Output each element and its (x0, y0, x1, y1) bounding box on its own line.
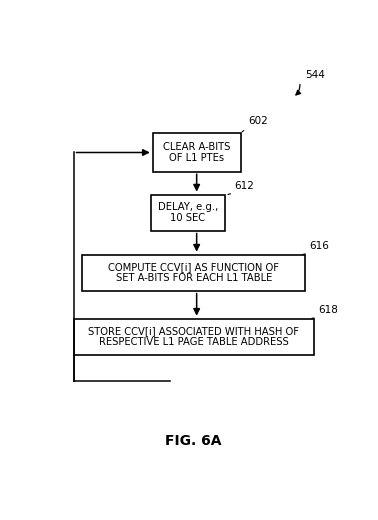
FancyBboxPatch shape (74, 319, 314, 355)
Text: 602: 602 (248, 116, 268, 126)
FancyBboxPatch shape (153, 134, 240, 172)
Text: FIG. 6A: FIG. 6A (166, 434, 222, 448)
Text: STORE CCV[i] ASSOCIATED WITH HASH OF
RESPECTIVE L1 PAGE TABLE ADDRESS: STORE CCV[i] ASSOCIATED WITH HASH OF RES… (88, 326, 299, 347)
Text: 616: 616 (310, 241, 329, 251)
FancyBboxPatch shape (82, 255, 305, 291)
Text: CLEAR A-BITS
OF L1 PTEs: CLEAR A-BITS OF L1 PTEs (163, 141, 230, 163)
Text: 612: 612 (235, 181, 255, 191)
Text: COMPUTE CCV[i] AS FUNCTION OF
SET A-BITS FOR EACH L1 TABLE: COMPUTE CCV[i] AS FUNCTION OF SET A-BITS… (108, 262, 279, 283)
FancyBboxPatch shape (150, 194, 225, 230)
Text: DELAY, e.g.,
10 SEC: DELAY, e.g., 10 SEC (158, 202, 218, 224)
Text: 544: 544 (305, 70, 325, 81)
Text: 618: 618 (318, 305, 338, 316)
